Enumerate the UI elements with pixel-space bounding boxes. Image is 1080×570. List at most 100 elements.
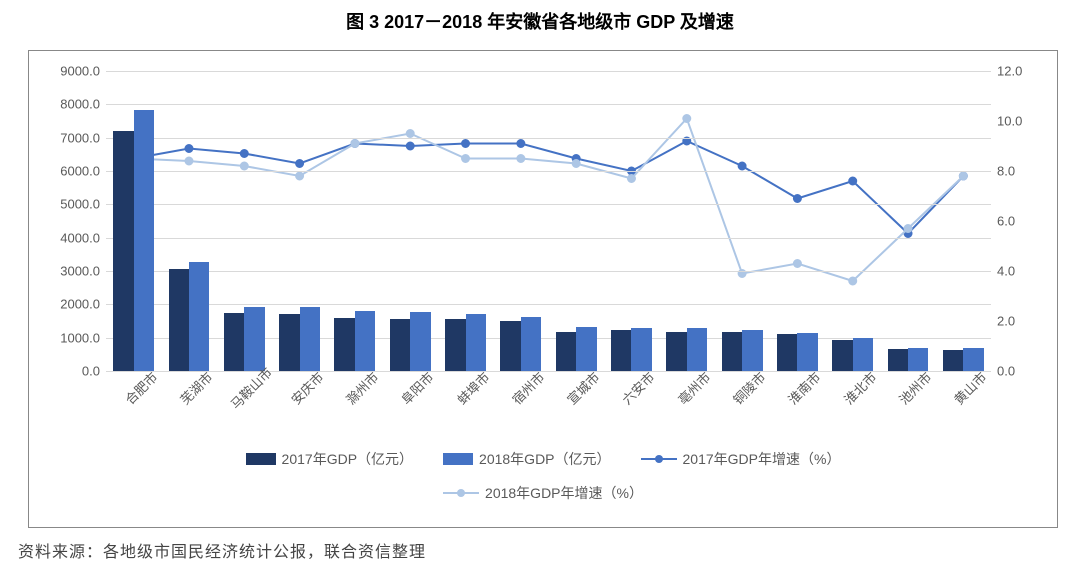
bar [169, 269, 189, 371]
gridline [106, 271, 991, 272]
bar [556, 332, 576, 371]
chart-title: 图 3 2017－2018 年安徽省各地级市 GDP 及增速 [0, 0, 1080, 38]
bar [189, 262, 209, 371]
line-marker [572, 160, 580, 168]
y-left-tick-label: 9000.0 [40, 64, 100, 79]
line-marker [849, 177, 857, 185]
y-left-tick-label: 6000.0 [40, 164, 100, 179]
x-tick-label: 池州市 [894, 367, 935, 408]
bar [113, 131, 133, 371]
plot-area: 0.01000.02000.03000.04000.05000.06000.07… [106, 71, 991, 371]
bar [445, 319, 465, 371]
x-tick-label: 安庆市 [286, 367, 327, 408]
x-tick-label: 蚌埠市 [452, 367, 493, 408]
x-tick-label: 芜湖市 [175, 367, 216, 408]
legend-item: 2017年GDP年增速（%） [641, 449, 841, 469]
gridline [106, 204, 991, 205]
line-marker [185, 145, 193, 153]
line-marker [406, 130, 414, 138]
line-marker [959, 172, 967, 180]
gridline [106, 138, 991, 139]
line-marker [793, 195, 801, 203]
bar [777, 334, 797, 371]
x-tick-label: 黄山市 [950, 367, 991, 408]
figure-wrap: 图 3 2017－2018 年安徽省各地级市 GDP 及增速 0.01000.0… [0, 0, 1080, 570]
x-tick-label: 滁州市 [341, 367, 382, 408]
legend-label: 2018年GDP（亿元） [479, 449, 610, 469]
y-left-tick-label: 4000.0 [40, 230, 100, 245]
bar [722, 332, 742, 371]
line-marker [683, 115, 691, 123]
bar [832, 340, 852, 371]
legend-swatch [246, 453, 276, 465]
y-right-tick-label: 2.0 [997, 314, 1047, 329]
x-tick-label: 宿州市 [507, 367, 548, 408]
gridline [106, 71, 991, 72]
chart-outer-box: 0.01000.02000.03000.04000.05000.06000.07… [28, 50, 1058, 528]
line-marker [240, 150, 248, 158]
gridline [106, 304, 991, 305]
gridline [106, 104, 991, 105]
bar [611, 330, 631, 371]
line-marker [296, 172, 304, 180]
x-tick-label: 亳州市 [673, 367, 714, 408]
bar [687, 328, 707, 371]
bar [521, 317, 541, 371]
y-right-tick-label: 12.0 [997, 64, 1047, 79]
bar [134, 110, 154, 371]
legend-label: 2017年GDP年增速（%） [683, 449, 841, 469]
y-left-tick-label: 8000.0 [40, 97, 100, 112]
x-tick-label: 阜阳市 [396, 367, 437, 408]
bar [742, 330, 762, 371]
legend-label: 2018年GDP年增速（%） [485, 483, 643, 503]
source-text: 资料来源：各地级市国民经济统计公报，联合资信整理 [18, 538, 426, 562]
line-marker [849, 277, 857, 285]
y-left-tick-label: 2000.0 [40, 297, 100, 312]
x-tick-label: 宣城市 [562, 367, 603, 408]
bar [943, 350, 963, 371]
bar [631, 328, 651, 371]
line-marker [462, 155, 470, 163]
x-tick-label: 淮北市 [839, 367, 880, 408]
bar [888, 349, 908, 371]
line-marker [406, 142, 414, 150]
line-series [134, 141, 964, 234]
bar [334, 318, 354, 371]
legend-line-icon [443, 492, 479, 494]
legend-item: 2018年GDP（亿元） [443, 449, 610, 469]
bar [466, 314, 486, 371]
bar [908, 348, 928, 371]
y-right-tick-label: 6.0 [997, 214, 1047, 229]
line-series [134, 119, 964, 282]
gridline [106, 371, 991, 372]
legend: 2017年GDP（亿元） 2018年GDP（亿元） 2017年GDP年增速（%） 20… [233, 449, 853, 503]
gridline [106, 171, 991, 172]
y-right-tick-label: 4.0 [997, 264, 1047, 279]
gridline [106, 238, 991, 239]
y-left-tick-label: 7000.0 [40, 130, 100, 145]
bar [279, 314, 299, 371]
y-left-tick-label: 0.0 [40, 364, 100, 379]
bar [963, 348, 983, 371]
bar [410, 312, 430, 371]
line-marker [296, 160, 304, 168]
line-marker [517, 140, 525, 148]
bar [576, 327, 596, 371]
y-right-tick-label: 8.0 [997, 164, 1047, 179]
line-marker [351, 140, 359, 148]
bar [390, 319, 410, 371]
legend-line-icon [641, 458, 677, 460]
x-tick-label: 合肥市 [120, 367, 161, 408]
line-marker [793, 260, 801, 268]
y-right-tick-label: 0.0 [997, 364, 1047, 379]
bar [500, 321, 520, 371]
legend-item: 2017年GDP（亿元） [246, 449, 413, 469]
legend-swatch [443, 453, 473, 465]
bar [853, 338, 873, 371]
bar [797, 333, 817, 371]
legend-item: 2018年GDP年增速（%） [443, 483, 643, 503]
line-marker [738, 162, 746, 170]
line-marker [517, 155, 525, 163]
bar [300, 307, 320, 371]
line-marker [185, 157, 193, 165]
